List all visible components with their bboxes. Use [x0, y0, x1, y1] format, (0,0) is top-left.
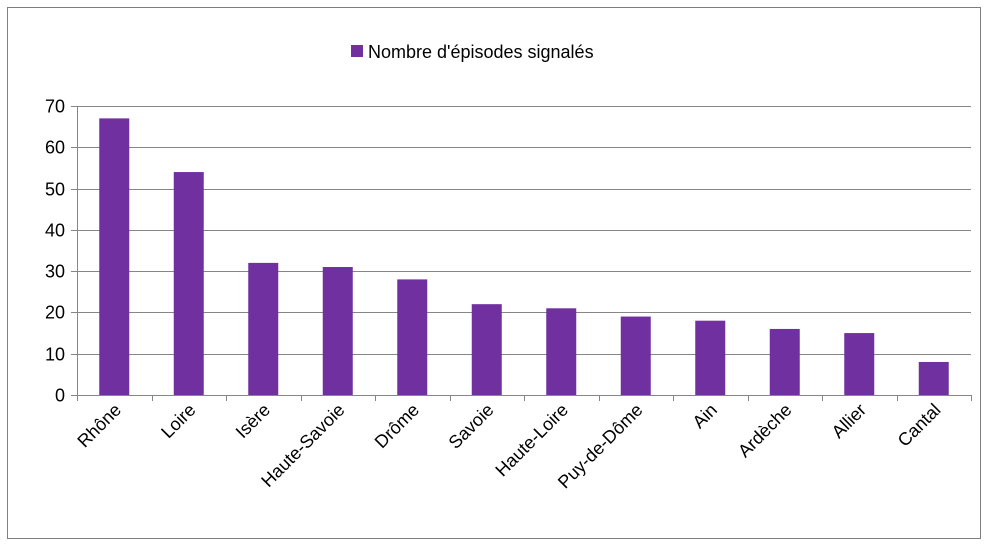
y-tick-label: 0 [55, 386, 65, 406]
bar [918, 361, 949, 395]
y-tick-label: 60 [45, 138, 65, 158]
y-tick-label: 30 [45, 262, 65, 282]
y-axis-ticks [71, 106, 77, 396]
y-tick-label: 70 [45, 97, 65, 117]
bar [695, 320, 726, 395]
y-tick-label: 20 [45, 303, 65, 323]
y-tick-label: 50 [45, 180, 65, 200]
bars [99, 118, 949, 395]
legend: Nombre d'épisodes signalés [351, 42, 594, 62]
bar [248, 262, 279, 395]
bar [322, 267, 353, 395]
bar [546, 308, 577, 395]
bar [173, 172, 204, 395]
chart-frame [7, 7, 981, 539]
bar [844, 333, 875, 395]
bar [769, 328, 800, 395]
bar [471, 304, 502, 395]
x-axis-ticks [77, 395, 972, 401]
bar [99, 118, 130, 395]
bar [397, 279, 428, 395]
y-axis-labels: 0 10 20 30 40 50 60 70 [45, 97, 65, 406]
legend-label: Nombre d'épisodes signalés [368, 42, 594, 62]
gridlines [77, 106, 971, 355]
y-tick-label: 40 [45, 221, 65, 241]
legend-swatch [351, 45, 363, 57]
bar [620, 316, 651, 395]
y-tick-label: 10 [45, 345, 65, 365]
